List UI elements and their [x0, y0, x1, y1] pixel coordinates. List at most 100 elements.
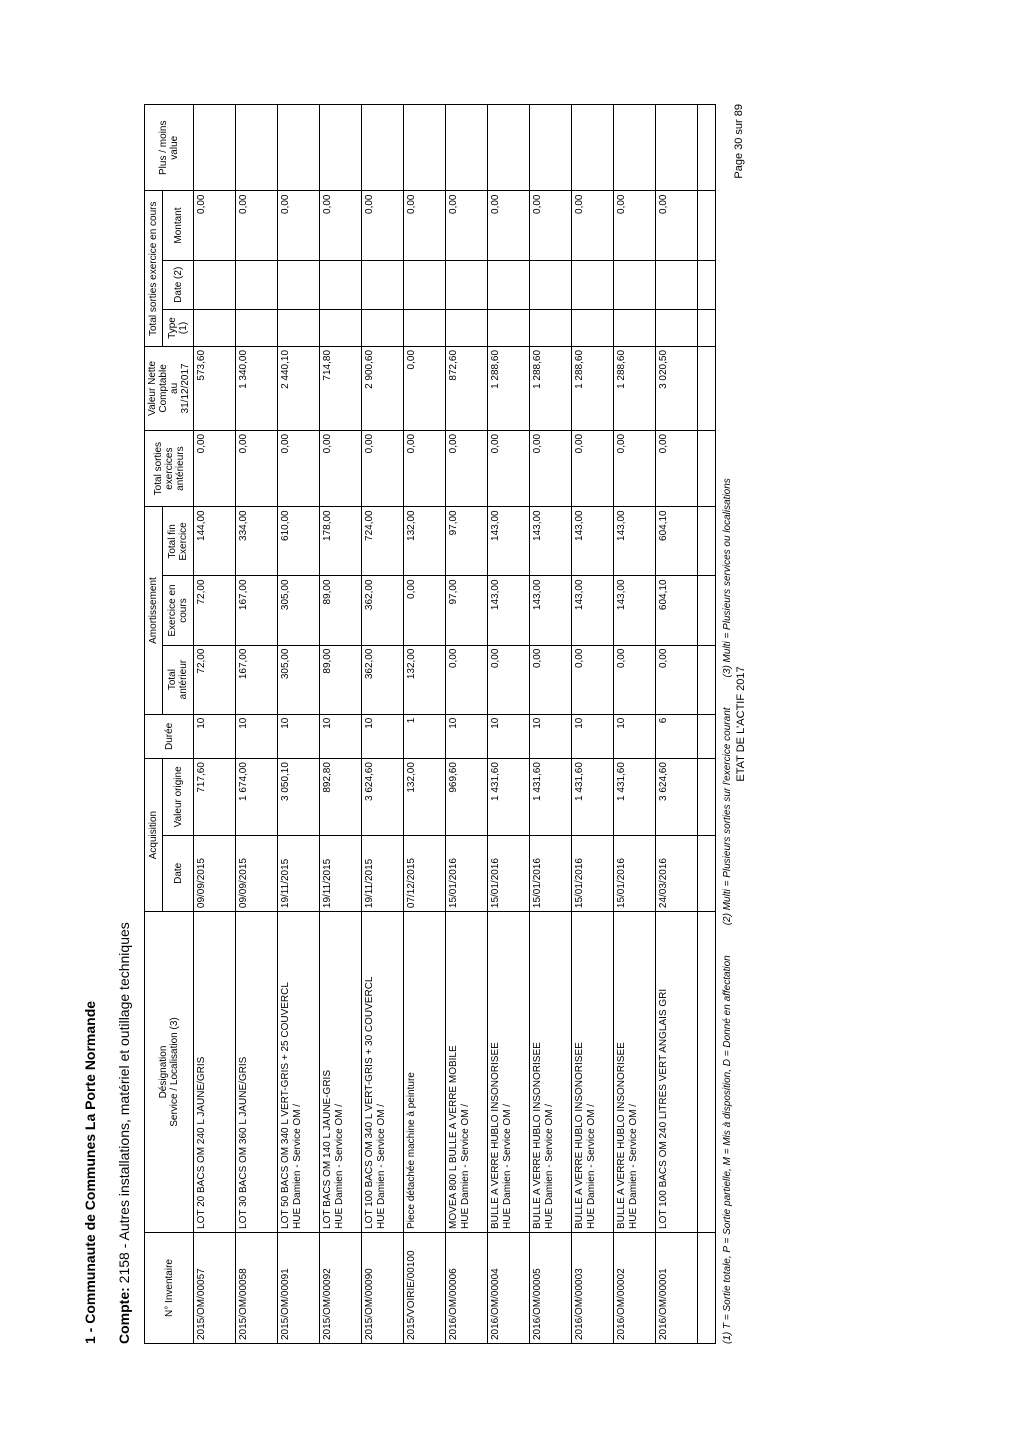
cell-pmv [572, 104, 614, 191]
cell-amort-fin: 143,00 [614, 506, 656, 575]
cell-sort-type [278, 309, 320, 346]
cell-amort-ant: 0,00 [656, 645, 698, 714]
cell-designation: LOT 100 BACS OM 240 LITRES VERT ANGLAIS … [656, 911, 698, 1232]
cell-amort-fin: 132,00 [404, 506, 446, 575]
cell-des-line2: HUE Damien - Service OM / [292, 915, 304, 1229]
col-acq-date: Date [163, 835, 194, 912]
table-row: 2016/OM/00002BULLE A VERRE HUBLO INSONOR… [614, 104, 656, 1343]
cell-pmv [320, 104, 362, 191]
cell-sort-type [488, 309, 530, 346]
table-row: 2016/OM/00004BULLE A VERRE HUBLO INSONOR… [488, 104, 530, 1343]
cell-tot-sort: 0,00 [656, 430, 698, 507]
table-row: 2016/OM/00005 BULLE A VERRE HUBLO INSONOR… [530, 104, 572, 1343]
inner-content: 1 - Communaute de Communes La Porte Norm… [62, 74, 962, 1374]
cell-duree: 10 [614, 714, 656, 758]
cell-des-line1: MOVEA 800 L BULLE A VERRE MOBILE [448, 915, 460, 1229]
cell-des-line2: HUE Damien - Service OM / [544, 915, 556, 1229]
cell-des-line2: HUE Damien - Service OM / [334, 915, 346, 1229]
col-acq-val: Valeur origine [163, 758, 194, 835]
cell-val: 1 674,00 [236, 758, 278, 835]
cell-designation: BULLE A VERRE HUBLO INSONORISEEHUE Damie… [572, 911, 614, 1232]
cell-empty [698, 430, 716, 507]
compte-label: Compte: [116, 1287, 132, 1344]
col-amort-ex: Exercice en cours [163, 575, 194, 644]
col-duree: Durée [145, 714, 194, 758]
cell-sort-mont: 0,00 [530, 191, 572, 260]
col-vnc-l4: 31/12/2017 [180, 363, 191, 413]
cell-sort-date [530, 260, 572, 309]
cell-amort-ant: 0,00 [572, 645, 614, 714]
cell-pmv [614, 104, 656, 191]
cell-sort-type [362, 309, 404, 346]
cell-vnc: 573,60 [194, 346, 236, 430]
cell-sort-type [194, 309, 236, 346]
cell-designation: LOT 20 BACS OM 240 L JAUNE/GRIS [194, 911, 236, 1232]
org-title: 1 - Communaute de Communes La Porte Norm… [82, 104, 98, 1344]
cell-vnc: 1 288,60 [614, 346, 656, 430]
cell-des-line1: BULLE A VERRE HUBLO INSONORISEE [532, 915, 544, 1229]
cell-inv: 2016/OM/00002 [614, 1232, 656, 1343]
cell-vnc: 714,80 [320, 346, 362, 430]
cell-sort-mont: 0,00 [656, 191, 698, 260]
cell-amort-ant: 0,00 [614, 645, 656, 714]
cell-tot-sort: 0,00 [194, 430, 236, 507]
cell-pmv [656, 104, 698, 191]
cell-date: 15/01/2016 [446, 835, 488, 912]
cell-pmv [446, 104, 488, 191]
cell-des-line1: LOT 50 BACS OM 340 L VERT-GRIS + 25 COUV… [280, 915, 292, 1229]
cell-vnc: 872,60 [446, 346, 488, 430]
cell-amort-fin: 97,00 [446, 506, 488, 575]
cell-date: 19/11/2015 [278, 835, 320, 912]
cell-amort-ex: 143,00 [614, 575, 656, 644]
cell-sort-mont: 0,00 [446, 191, 488, 260]
col-amort-fin: Total fin Exercice [163, 506, 194, 575]
cell-date: 24/03/2016 [656, 835, 698, 912]
table-row: 2015/OM/00090LOT 100 BACS OM 340 L VERT-… [362, 104, 404, 1343]
cell-pmv [362, 104, 404, 191]
cell-val: 969,60 [446, 758, 488, 835]
col-amort-group: Amortissement [145, 506, 163, 713]
cell-inv: 2016/OM/00006 [446, 1232, 488, 1343]
cell-sort-date [362, 260, 404, 309]
cell-amort-ant: 0,00 [446, 645, 488, 714]
cell-amort-ant: 89,00 [320, 645, 362, 714]
cell-des-line2: HUE Damien - Service OM / [376, 915, 388, 1229]
cell-designation: LOT 100 BACS OM 340 L VERT-GRIS + 30 COU… [362, 911, 404, 1232]
cell-sort-type [320, 309, 362, 346]
cell-sort-date [320, 260, 362, 309]
cell-sort-date [194, 260, 236, 309]
cell-val: 892,80 [320, 758, 362, 835]
cell-des-line2: HUE Damien - Service OM / [502, 915, 514, 1229]
col-sort-mont: Montant [163, 191, 194, 260]
cell-sort-date [488, 260, 530, 309]
cell-sort-mont: 0,00 [278, 191, 320, 260]
cell-duree: 10 [572, 714, 614, 758]
table-row: 2015/VOIRIE/00100Piece détachée machine … [404, 104, 446, 1343]
cell-val: 3 624,60 [656, 758, 698, 835]
cell-duree: 10 [320, 714, 362, 758]
cell-des-line1: LOT 100 BACS OM 340 L VERT-GRIS + 30 COU… [364, 915, 376, 1229]
cell-designation: LOT 50 BACS OM 340 L VERT-GRIS + 25 COUV… [278, 911, 320, 1232]
cell-sort-mont: 0,00 [404, 191, 446, 260]
cell-empty [698, 309, 716, 346]
cell-sort-mont: 0,00 [320, 191, 362, 260]
cell-designation: LOT BACS OM 140 L JAUNE-GRISHUE Damien -… [320, 911, 362, 1232]
cell-sort-type [404, 309, 446, 346]
page: 1 - Communaute de Communes La Porte Norm… [0, 0, 1024, 1447]
cell-amort-ant: 132,00 [404, 645, 446, 714]
cell-amort-ex: 143,00 [488, 575, 530, 644]
cell-des-line1: LOT 100 BACS OM 240 LITRES VERT ANGLAIS … [658, 915, 670, 1229]
cell-inv: 2016/OM/00005 [530, 1232, 572, 1343]
cell-sort-type [614, 309, 656, 346]
cell-empty [698, 104, 716, 191]
cell-amort-fin: 604,10 [656, 506, 698, 575]
cell-date: 19/11/2015 [362, 835, 404, 912]
col-des-l2: Service / Localisation (3) [169, 1017, 180, 1127]
table-row-filler [698, 104, 716, 1343]
cell-amort-ant: 362,00 [362, 645, 404, 714]
cell-designation: Piece détachée machine à peinture [404, 911, 446, 1232]
cell-amort-ex: 167,00 [236, 575, 278, 644]
cell-tot-sort: 0,00 [278, 430, 320, 507]
cell-des-line1: BULLE A VERRE HUBLO INSONORISEE [490, 915, 502, 1229]
col-acq-group: Acquisition [145, 758, 163, 911]
